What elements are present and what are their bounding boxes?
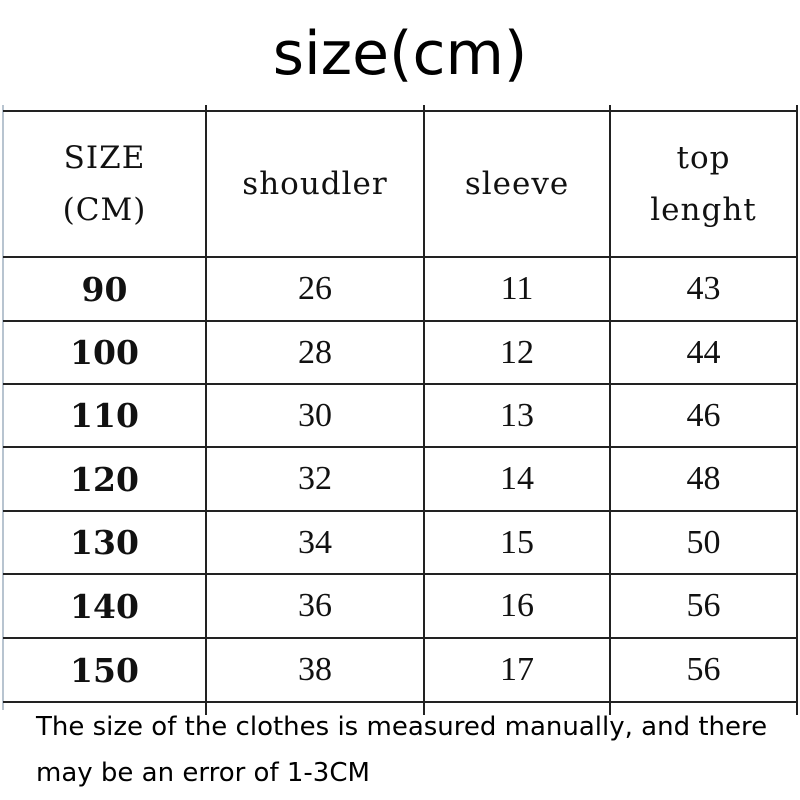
measurement-cell: 13 [500, 396, 534, 434]
size-cell: 90 [81, 269, 128, 309]
measurement-cell: 17 [500, 651, 534, 688]
measurement-cell: 32 [298, 460, 332, 497]
measurement-cell: 12 [500, 333, 534, 371]
measurement-cell: 56 [686, 651, 721, 688]
table-column-divider [796, 105, 798, 715]
page-title: size(cm) [272, 19, 528, 89]
header-text: top [676, 140, 731, 176]
size-cell: 150 [70, 650, 139, 690]
table-row-divider [3, 256, 797, 258]
measurement-cell: 30 [298, 396, 332, 434]
table-column-divider [609, 105, 611, 715]
measurement-cell: 28 [298, 333, 332, 371]
table-header-cell: sleeve [424, 111, 610, 257]
table-row-divider [3, 701, 797, 703]
measurement-cell: 11 [500, 270, 534, 307]
header-text: shoudler [242, 166, 388, 202]
table-header-cell: shoudler [206, 111, 424, 257]
table-row-divider [3, 573, 797, 575]
measurement-note: The size of the clothes is measured manu… [36, 712, 768, 788]
measurement-cell: 50 [686, 523, 721, 561]
header-text: (CM) [62, 192, 147, 228]
size-cell: 100 [70, 333, 139, 372]
table-row-divider [3, 320, 797, 322]
measurement-cell: 38 [298, 651, 332, 688]
measurement-cell: 48 [686, 460, 721, 497]
measurement-cell: 43 [686, 270, 721, 307]
header-text: lenght [650, 192, 757, 228]
table-header-cell: top lenght [610, 111, 797, 257]
table-row-divider [3, 446, 797, 448]
measurement-cell: 44 [686, 333, 721, 371]
table-row-divider [3, 383, 797, 385]
table-row-divider [3, 637, 797, 639]
measurement-cell: 34 [298, 523, 332, 561]
header-text: SIZE [63, 140, 146, 176]
measurement-cell: 26 [298, 270, 332, 307]
measurement-cell: 46 [686, 396, 721, 434]
measurement-cell: 15 [500, 523, 534, 561]
table-left-border [2, 105, 4, 710]
measurement-cell: 16 [500, 587, 534, 624]
size-cell: 130 [70, 523, 139, 562]
table-header-cell: SIZE (CM) [3, 111, 206, 257]
measurement-cell: 56 [686, 587, 721, 624]
measurement-cell: 36 [298, 587, 332, 624]
table-row-divider [3, 110, 797, 112]
size-cell: 140 [70, 586, 139, 626]
size-cell: 110 [70, 396, 139, 435]
header-text: sleeve [464, 166, 570, 202]
table-row-divider [3, 510, 797, 512]
measurement-cell: 14 [500, 460, 534, 497]
table-column-divider [205, 105, 207, 715]
size-cell: 120 [70, 459, 139, 499]
table-column-divider [423, 105, 425, 715]
